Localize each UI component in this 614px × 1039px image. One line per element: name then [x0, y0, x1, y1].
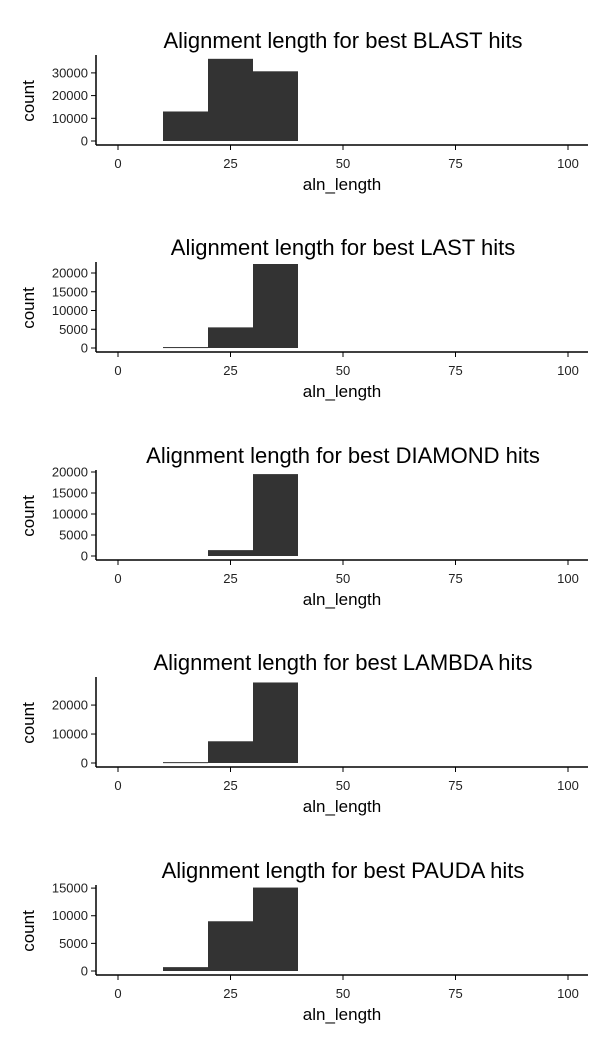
x-tick-label: 75	[448, 986, 462, 1001]
y-tick-label: 10000	[52, 727, 88, 742]
y-tick-label: 15000	[52, 284, 88, 299]
histogram-bar	[163, 111, 208, 141]
x-tick-label: 25	[223, 778, 237, 793]
x-tick-label: 25	[223, 571, 237, 586]
y-axis-title: count	[19, 910, 38, 952]
y-tick-label: 0	[81, 134, 88, 149]
chart-panel-1: Alignment length for best BLAST hits 0 100…	[19, 28, 588, 194]
x-tick-label: 25	[223, 156, 237, 171]
chart-panel-3: Alignment length for best DIAMOND hits 0 5…	[19, 443, 588, 609]
y-tick-label: 10000	[52, 303, 88, 318]
y-tick-label: 0	[81, 964, 88, 979]
x-tick-label: 25	[223, 363, 237, 378]
histogram-bar	[253, 264, 298, 348]
x-tick-label: 0	[114, 363, 121, 378]
x-tick-label: 100	[557, 986, 579, 1001]
x-tick-label: 75	[448, 778, 462, 793]
x-tick-label: 0	[114, 778, 121, 793]
x-tick-label: 0	[114, 986, 121, 1001]
y-tick-label: 5000	[59, 528, 88, 543]
histogram-bar	[208, 741, 253, 763]
chart-title: Alignment length for best DIAMOND hits	[146, 443, 540, 468]
x-axis-title: aln_length	[303, 797, 381, 816]
y-tick-label: 0	[81, 549, 88, 564]
y-axis-title: count	[19, 702, 38, 744]
y-tick-label: 15000	[52, 881, 88, 896]
y-tick-label: 0	[81, 341, 88, 356]
histogram-bar	[253, 474, 298, 556]
x-tick-label: 100	[557, 778, 579, 793]
x-tick-label: 0	[114, 571, 121, 586]
y-axis-title: count	[19, 80, 38, 122]
y-tick-label: 10000	[52, 111, 88, 126]
chart-panel-2: Alignment length for best LAST hits 0 5000…	[19, 235, 588, 401]
x-tick-label: 100	[557, 363, 579, 378]
y-tick-label: 5000	[59, 322, 88, 337]
y-tick-label: 15000	[52, 486, 88, 501]
y-tick-label: 5000	[59, 936, 88, 951]
chart-panel-4: Alignment length for best LAMBDA hits 0 10…	[19, 650, 588, 816]
histogram-bar	[208, 327, 253, 348]
x-axis-title: aln_length	[303, 590, 381, 609]
y-tick-label: 20000	[52, 465, 88, 480]
x-axis-title: aln_length	[303, 175, 381, 194]
y-tick-label: 20000	[52, 698, 88, 713]
y-tick-label: 30000	[52, 65, 88, 80]
x-tick-label: 25	[223, 986, 237, 1001]
histogram-bar	[253, 887, 298, 971]
y-axis-title: count	[19, 287, 38, 329]
histogram-bar	[253, 71, 298, 141]
histogram-bar	[253, 682, 298, 763]
x-tick-label: 50	[336, 571, 350, 586]
x-tick-label: 50	[336, 363, 350, 378]
histogram-bar	[208, 550, 253, 556]
histogram-bar	[163, 967, 208, 971]
histogram-bar	[163, 762, 208, 764]
x-tick-label: 75	[448, 156, 462, 171]
chart-title: Alignment length for best LAST hits	[171, 235, 515, 260]
x-tick-label: 100	[557, 156, 579, 171]
histogram-bar	[208, 921, 253, 971]
chart-panel-5: Alignment length for best PAUDA hits0500…	[19, 858, 588, 1024]
histogram-bar	[163, 347, 208, 349]
y-tick-label: 0	[81, 756, 88, 771]
x-tick-label: 75	[448, 571, 462, 586]
y-tick-label: 20000	[52, 88, 88, 103]
y-axis-title: count	[19, 495, 38, 537]
y-tick-label: 10000	[52, 908, 88, 923]
x-tick-label: 50	[336, 986, 350, 1001]
y-tick-label: 20000	[52, 266, 88, 281]
x-axis-title: aln_length	[303, 1005, 381, 1024]
chart-title: Alignment length for best PAUDA hits	[162, 858, 525, 883]
x-tick-label: 50	[336, 778, 350, 793]
x-tick-label: 100	[557, 571, 579, 586]
chart-title: Alignment length for best BLAST hits	[163, 28, 522, 53]
y-tick-label: 10000	[52, 507, 88, 522]
x-axis-title: aln_length	[303, 382, 381, 401]
chart-title: Alignment length for best LAMBDA hits	[153, 650, 532, 675]
x-tick-label: 75	[448, 363, 462, 378]
histogram-bar	[208, 58, 253, 141]
x-tick-label: 50	[336, 156, 350, 171]
x-tick-label: 0	[114, 156, 121, 171]
